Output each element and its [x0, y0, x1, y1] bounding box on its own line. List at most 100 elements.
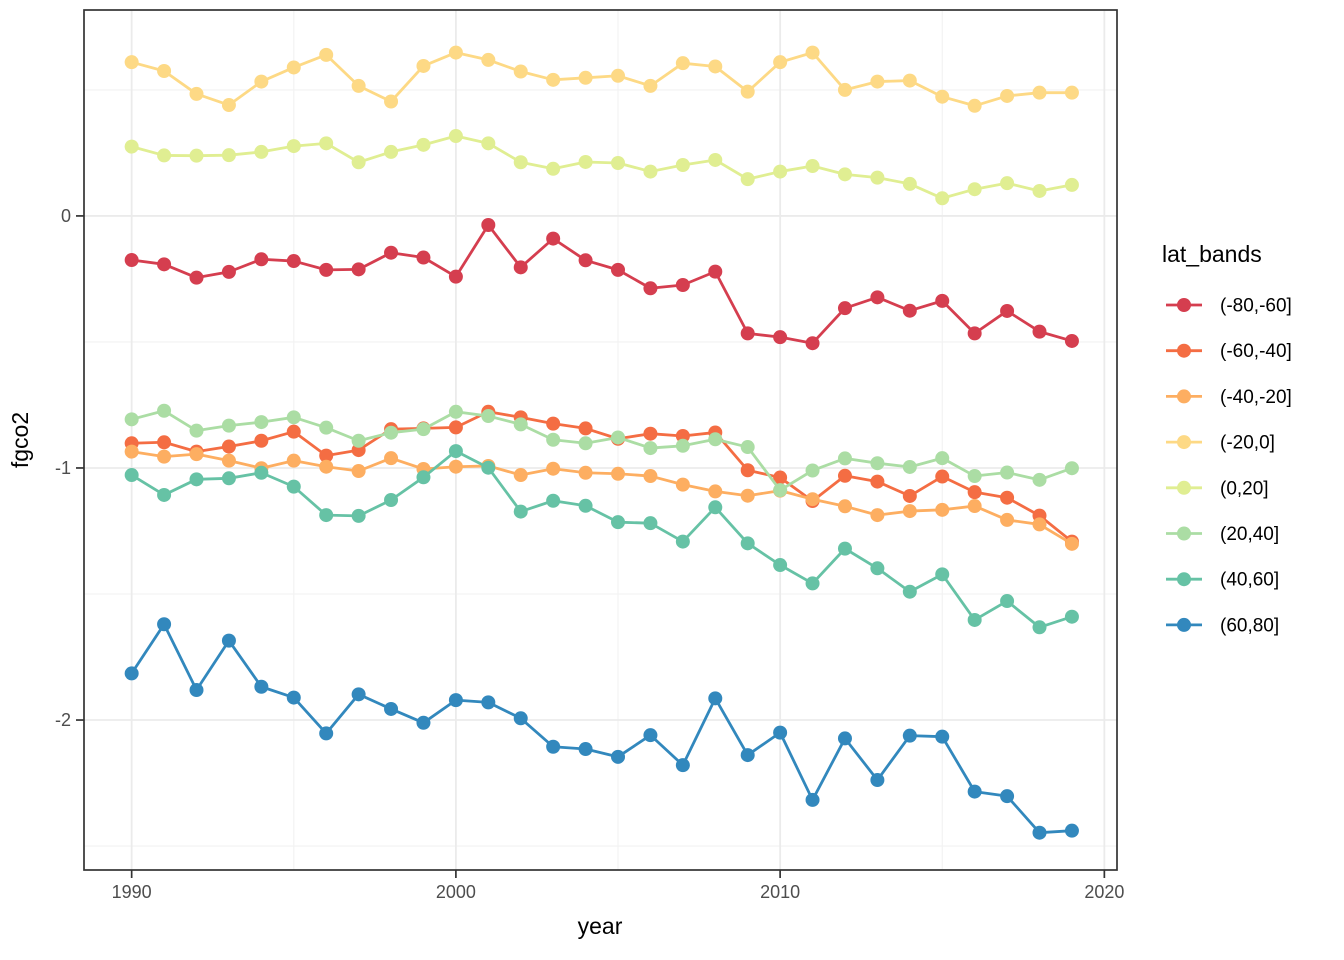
data-point [384, 425, 399, 440]
plot-panel-border [83, 9, 1118, 871]
data-point [286, 479, 301, 494]
y-tick-label: 0 [61, 206, 71, 226]
y-axis-title: fgco2 [7, 412, 33, 468]
data-point [773, 558, 788, 573]
data-point [837, 82, 852, 97]
data-point [254, 679, 269, 694]
data-point [513, 64, 528, 79]
data-point [740, 748, 755, 763]
data-point [611, 466, 626, 481]
data-point [1000, 88, 1015, 103]
data-point [351, 464, 366, 479]
series-(-80,-60] [124, 218, 1079, 351]
data-point [935, 293, 950, 308]
data-point [870, 290, 885, 305]
data-point [578, 465, 593, 480]
data-point [1032, 472, 1047, 487]
data-point [416, 422, 431, 437]
data-point [481, 218, 496, 232]
data-point [448, 459, 463, 474]
data-point [286, 424, 301, 439]
legend-key-dot [1177, 389, 1191, 404]
data-point [286, 410, 301, 425]
data-point [384, 245, 399, 260]
data-point [870, 508, 885, 523]
data-point [740, 440, 755, 455]
data-point [1032, 825, 1047, 840]
legend-key-dot [1177, 343, 1191, 358]
data-point [675, 428, 690, 443]
data-point [157, 449, 172, 464]
data-point [221, 148, 236, 163]
data-point [221, 264, 236, 279]
data-point [643, 164, 658, 179]
data-point [189, 683, 204, 698]
data-point [254, 74, 269, 89]
data-point [319, 448, 334, 463]
data-point [870, 74, 885, 89]
data-point [448, 129, 463, 144]
legend-item-label: (-60,-40] [1220, 341, 1292, 362]
data-point [351, 262, 366, 277]
data-point [319, 136, 334, 151]
data-point [902, 459, 917, 474]
data-point [157, 63, 172, 78]
data-point [416, 470, 431, 485]
data-point [319, 459, 334, 474]
data-point [837, 167, 852, 182]
data-point [1032, 620, 1047, 635]
data-point [708, 59, 723, 74]
legend-key-dot [1177, 435, 1191, 450]
data-point [675, 758, 690, 773]
data-point [546, 432, 561, 447]
data-point [708, 432, 723, 447]
data-point [513, 504, 528, 519]
data-point [967, 182, 982, 197]
data-point [675, 438, 690, 453]
data-point [578, 742, 593, 757]
data-point [513, 260, 528, 275]
legend-key-dot [1177, 526, 1191, 541]
data-point [578, 70, 593, 85]
data-point [773, 470, 788, 485]
data-point [189, 423, 204, 438]
data-point [837, 731, 852, 746]
series-line [130, 449, 1074, 629]
series-line [130, 223, 1074, 345]
data-point [319, 47, 334, 62]
data-point [157, 617, 172, 632]
data-point [189, 270, 204, 285]
data-point [286, 690, 301, 705]
data-point [708, 152, 723, 167]
data-point [157, 403, 172, 418]
data-point [124, 253, 139, 268]
data-point [643, 426, 658, 441]
data-point [611, 155, 626, 170]
data-point [1000, 465, 1015, 480]
data-point [1064, 536, 1079, 551]
data-point [254, 433, 269, 448]
data-point [1064, 333, 1079, 348]
data-point [513, 711, 528, 726]
series-(40,60] [124, 444, 1079, 635]
data-point [448, 404, 463, 419]
data-point [805, 576, 820, 591]
data-point [124, 444, 139, 459]
data-point [967, 98, 982, 113]
data-point [1032, 183, 1047, 198]
data-point [157, 148, 172, 163]
data-point [448, 420, 463, 435]
data-point [967, 326, 982, 341]
data-point [643, 78, 658, 93]
x-tick-label: 2020 [1084, 882, 1124, 902]
legend-item-label: (20,40] [1220, 524, 1279, 545]
data-point [1064, 177, 1079, 192]
data-point [805, 792, 820, 807]
data-point [384, 492, 399, 507]
data-point [708, 500, 723, 515]
data-point [221, 98, 236, 113]
data-point [611, 430, 626, 445]
data-point [870, 170, 885, 185]
data-point [902, 728, 917, 743]
